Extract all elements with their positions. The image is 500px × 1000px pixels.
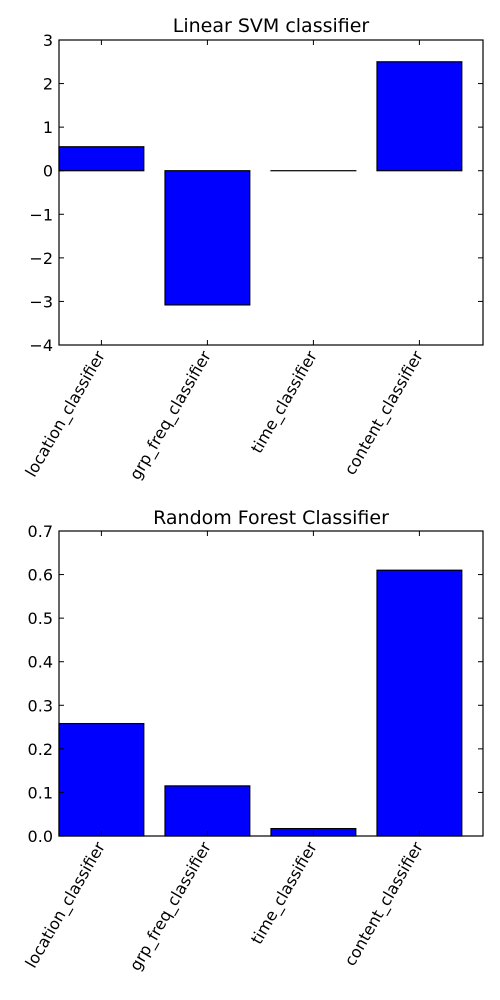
y-tick-label: 0.1 bbox=[28, 783, 53, 802]
y-tick-label: −3 bbox=[29, 292, 53, 311]
y-tick-label: 0.2 bbox=[28, 740, 53, 759]
y-tick-label: 1 bbox=[43, 118, 53, 137]
chart-linear-svm: Linear SVM classifier 3 2 1 0 −1 −2 −3 −4locatio… bbox=[21, 15, 484, 483]
y-tick-label: 3 bbox=[43, 31, 53, 50]
x-category-label: time_classifier bbox=[247, 347, 322, 457]
x-category-label: grp_freq_classifier bbox=[126, 347, 216, 483]
y-tick-label: −1 bbox=[29, 205, 53, 224]
bar-location-classifier bbox=[58, 146, 145, 172]
y-tick-label: 0.4 bbox=[28, 653, 53, 672]
y-tick-label: 0.5 bbox=[28, 609, 53, 628]
x-category-label: location_classifier bbox=[21, 838, 110, 971]
x-category-label: location_classifier bbox=[21, 347, 110, 480]
x-category-label: grp_freq_classifier bbox=[126, 838, 216, 974]
x-category-label: content_classifier bbox=[340, 347, 427, 479]
plot-frame bbox=[58, 530, 484, 837]
y-tick-label: 0.7 bbox=[28, 522, 53, 541]
x-category-label: time_classifier bbox=[247, 838, 322, 948]
y-tick-label: 2 bbox=[43, 75, 53, 94]
y-tick-label: 0 bbox=[43, 162, 53, 181]
y-tick-label: 0.0 bbox=[28, 827, 53, 846]
y-tick-label: −4 bbox=[29, 336, 53, 355]
chart-title: Linear SVM classifier bbox=[173, 15, 370, 37]
bar-location-classifier bbox=[58, 722, 145, 837]
bar-content-classifier bbox=[376, 569, 463, 837]
plot-frame bbox=[58, 39, 484, 346]
y-tick-label: 0.6 bbox=[28, 566, 53, 585]
bar-content-classifier bbox=[376, 61, 463, 172]
x-category-label: content_classifier bbox=[340, 838, 427, 970]
chart-title: Random Forest Classifier bbox=[153, 507, 389, 529]
y-tick-label: 0.3 bbox=[28, 696, 53, 715]
chart-random-forest: Random Forest Classifier 0.7 0.6 0.5 0.4 0.3 0… bbox=[21, 507, 484, 974]
y-tick-label: −2 bbox=[29, 249, 53, 268]
bar-grp-freq-classifier bbox=[164, 785, 251, 837]
bar-grp-freq-classifier bbox=[164, 170, 251, 306]
